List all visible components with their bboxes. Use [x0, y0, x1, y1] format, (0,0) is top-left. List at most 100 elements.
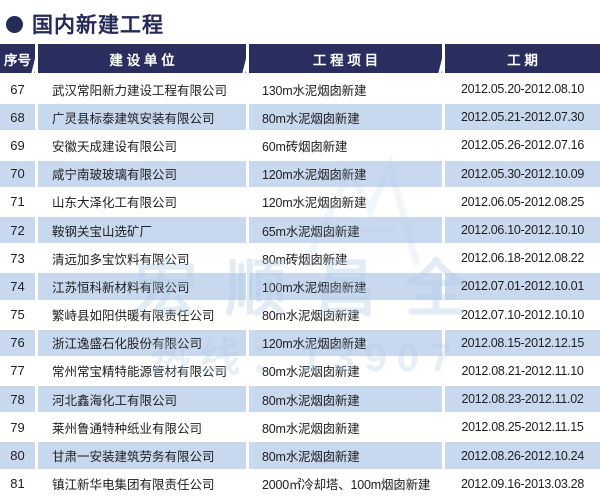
column-divider — [442, 385, 445, 414]
cell-company: 河北鑫海化工有限公司 — [38, 385, 246, 414]
table-row: 76 浙江逸盛石化股份有限公司 120m水泥烟囱新建 2012.08.15-20… — [0, 328, 600, 357]
cell-company: 安徽天成建设有限公司 — [38, 131, 246, 160]
cell-period: 2012.05.30-2012.10.09 — [445, 159, 600, 188]
column-divider — [35, 75, 38, 104]
cell-index: 81 — [0, 469, 35, 498]
cell-project: 130m水泥烟囱新建 — [249, 75, 442, 104]
column-divider — [35, 441, 38, 470]
cell-project: 120m水泥烟囱新建 — [249, 328, 442, 357]
cell-company: 浙江逸盛石化股份有限公司 — [38, 328, 246, 357]
table-row: 70 咸宁南玻玻璃有限公司 120m水泥烟囱新建 2012.05.30-2012… — [0, 159, 600, 188]
column-divider — [246, 385, 249, 414]
column-divider — [246, 272, 249, 301]
cell-company: 广灵县标泰建筑安装有限公司 — [38, 103, 246, 132]
column-divider — [246, 413, 249, 442]
cell-index: 74 — [0, 272, 35, 301]
header-period: 工 期 — [445, 44, 600, 73]
table-row: 75 繁峙县如阳供暖有限责任公司 80m水泥烟囱新建 2012.07.10-20… — [0, 300, 600, 329]
column-divider — [442, 187, 445, 216]
column-divider — [35, 413, 38, 442]
column-divider — [246, 244, 249, 273]
cell-company: 清远加多宝饮料有限公司 — [38, 244, 246, 273]
cell-project: 80m水泥烟囱新建 — [249, 103, 442, 132]
column-divider — [442, 413, 445, 442]
cell-index: 73 — [0, 244, 35, 273]
cell-project: 120m水泥烟囱新建 — [249, 159, 442, 188]
cell-company: 莱州鲁通特种纸业有限公司 — [38, 413, 246, 442]
column-divider — [246, 103, 249, 132]
column-divider — [246, 75, 249, 104]
column-divider — [35, 103, 38, 132]
column-divider — [442, 215, 445, 245]
cell-period: 2012.08.23-2012.11.02 — [445, 385, 600, 414]
cell-company: 咸宁南玻玻璃有限公司 — [38, 159, 246, 188]
table-row: 79 莱州鲁通特种纸业有限公司 80m水泥烟囱新建 2012.08.25-201… — [0, 413, 600, 442]
column-divider — [442, 244, 445, 273]
cell-company: 武汉常阳新力建设工程有限公司 — [38, 75, 246, 104]
bullet-icon — [6, 15, 23, 33]
cell-index: 68 — [0, 103, 35, 132]
table-row: 68 广灵县标泰建筑安装有限公司 80m水泥烟囱新建 2012.05.21-20… — [0, 103, 600, 132]
table-header-row: 序号 建 设 单 位 工 程 项 目 工 期 — [0, 44, 600, 73]
partial-row — [0, 497, 600, 500]
cell-index: 69 — [0, 131, 35, 160]
column-divider — [35, 469, 38, 498]
column-divider — [442, 441, 445, 470]
column-divider — [442, 328, 445, 357]
column-divider — [35, 187, 38, 216]
cell-index: 72 — [0, 215, 35, 245]
column-divider — [35, 385, 38, 414]
header-company: 建 设 单 位 — [38, 44, 246, 73]
cell-project: 80m水泥烟囱新建 — [249, 385, 442, 414]
cell-period: 2012.08.15-2012.12.15 — [445, 328, 600, 357]
cell-period: 2012.06.10-2012.10.10 — [445, 215, 600, 245]
table-row: 80 甘肃一安装建筑劳务有限公司 80m水泥烟囱新建 2012.08.26-20… — [0, 441, 600, 470]
column-divider — [246, 356, 249, 386]
column-divider — [442, 272, 445, 301]
cell-index: 76 — [0, 328, 35, 357]
cell-period: 2012.06.18-2012.08.22 — [445, 244, 600, 273]
cell-period: 2012.08.21-2012.11.10 — [445, 356, 600, 386]
table-row: 67 武汉常阳新力建设工程有限公司 130m水泥烟囱新建 2012.05.20-… — [0, 75, 600, 104]
column-divider — [246, 300, 249, 329]
cell-period: 2012.05.26-2012.07.16 — [445, 131, 600, 160]
column-divider — [246, 469, 249, 498]
column-divider — [442, 356, 445, 386]
cell-period: 2012.07.10-2012.10.10 — [445, 300, 600, 329]
cell-project: 2000㎡冷却塔、100m烟囱新建 — [249, 469, 442, 498]
column-divider — [442, 75, 445, 104]
cell-company: 鞍钢关宝山选矿厂 — [38, 215, 246, 245]
column-divider — [35, 356, 38, 386]
column-divider — [246, 131, 249, 160]
cell-project: 80m水泥烟囱新建 — [249, 300, 442, 329]
table-row: 71 山东大泽化工有限公司 120m水泥烟囱新建 2012.06.05-2012… — [0, 187, 600, 216]
cell-project: 80m水泥烟囱新建 — [249, 413, 442, 442]
table-row: 72 鞍钢关宝山选矿厂 65m水泥烟囱新建 2012.06.10-2012.10… — [0, 215, 600, 245]
cell-company: 镇江新华电集团有限责任公司 — [38, 469, 246, 498]
column-divider — [35, 328, 38, 357]
table-row: 69 安徽天成建设有限公司 60m砖烟囱新建 2012.05.26-2012.0… — [0, 131, 600, 160]
cell-index: 79 — [0, 413, 35, 442]
column-divider — [35, 159, 38, 188]
cell-company: 常州常宝精特能源管材有限公司 — [38, 356, 246, 386]
column-divider — [35, 215, 38, 245]
cell-project: 60m砖烟囱新建 — [249, 131, 442, 160]
projects-table: 序号 建 设 单 位 工 程 项 目 工 期 67 武汉常阳新力建设工程有限公司… — [0, 44, 600, 500]
title-bar: 国内新建工程 — [0, 0, 600, 44]
header-project: 工 程 项 目 — [249, 44, 442, 73]
cell-project: 80m水泥烟囱新建 — [249, 356, 442, 386]
column-divider — [442, 159, 445, 188]
cell-project: 120m水泥烟囱新建 — [249, 187, 442, 216]
column-divider — [442, 469, 445, 498]
column-divider — [442, 300, 445, 329]
cell-period: 2012.06.05-2012.08.25 — [445, 187, 600, 216]
column-divider — [442, 103, 445, 132]
column-divider — [35, 272, 38, 301]
table-row: 74 江苏恒科新材料有限公司 100m水泥烟囱新建 2012.07.01-201… — [0, 272, 600, 301]
cell-index: 80 — [0, 441, 35, 470]
cell-index: 77 — [0, 356, 35, 386]
column-divider — [442, 131, 445, 160]
cell-index: 71 — [0, 187, 35, 216]
cell-period: 2012.08.25-2012.11.15 — [445, 413, 600, 442]
